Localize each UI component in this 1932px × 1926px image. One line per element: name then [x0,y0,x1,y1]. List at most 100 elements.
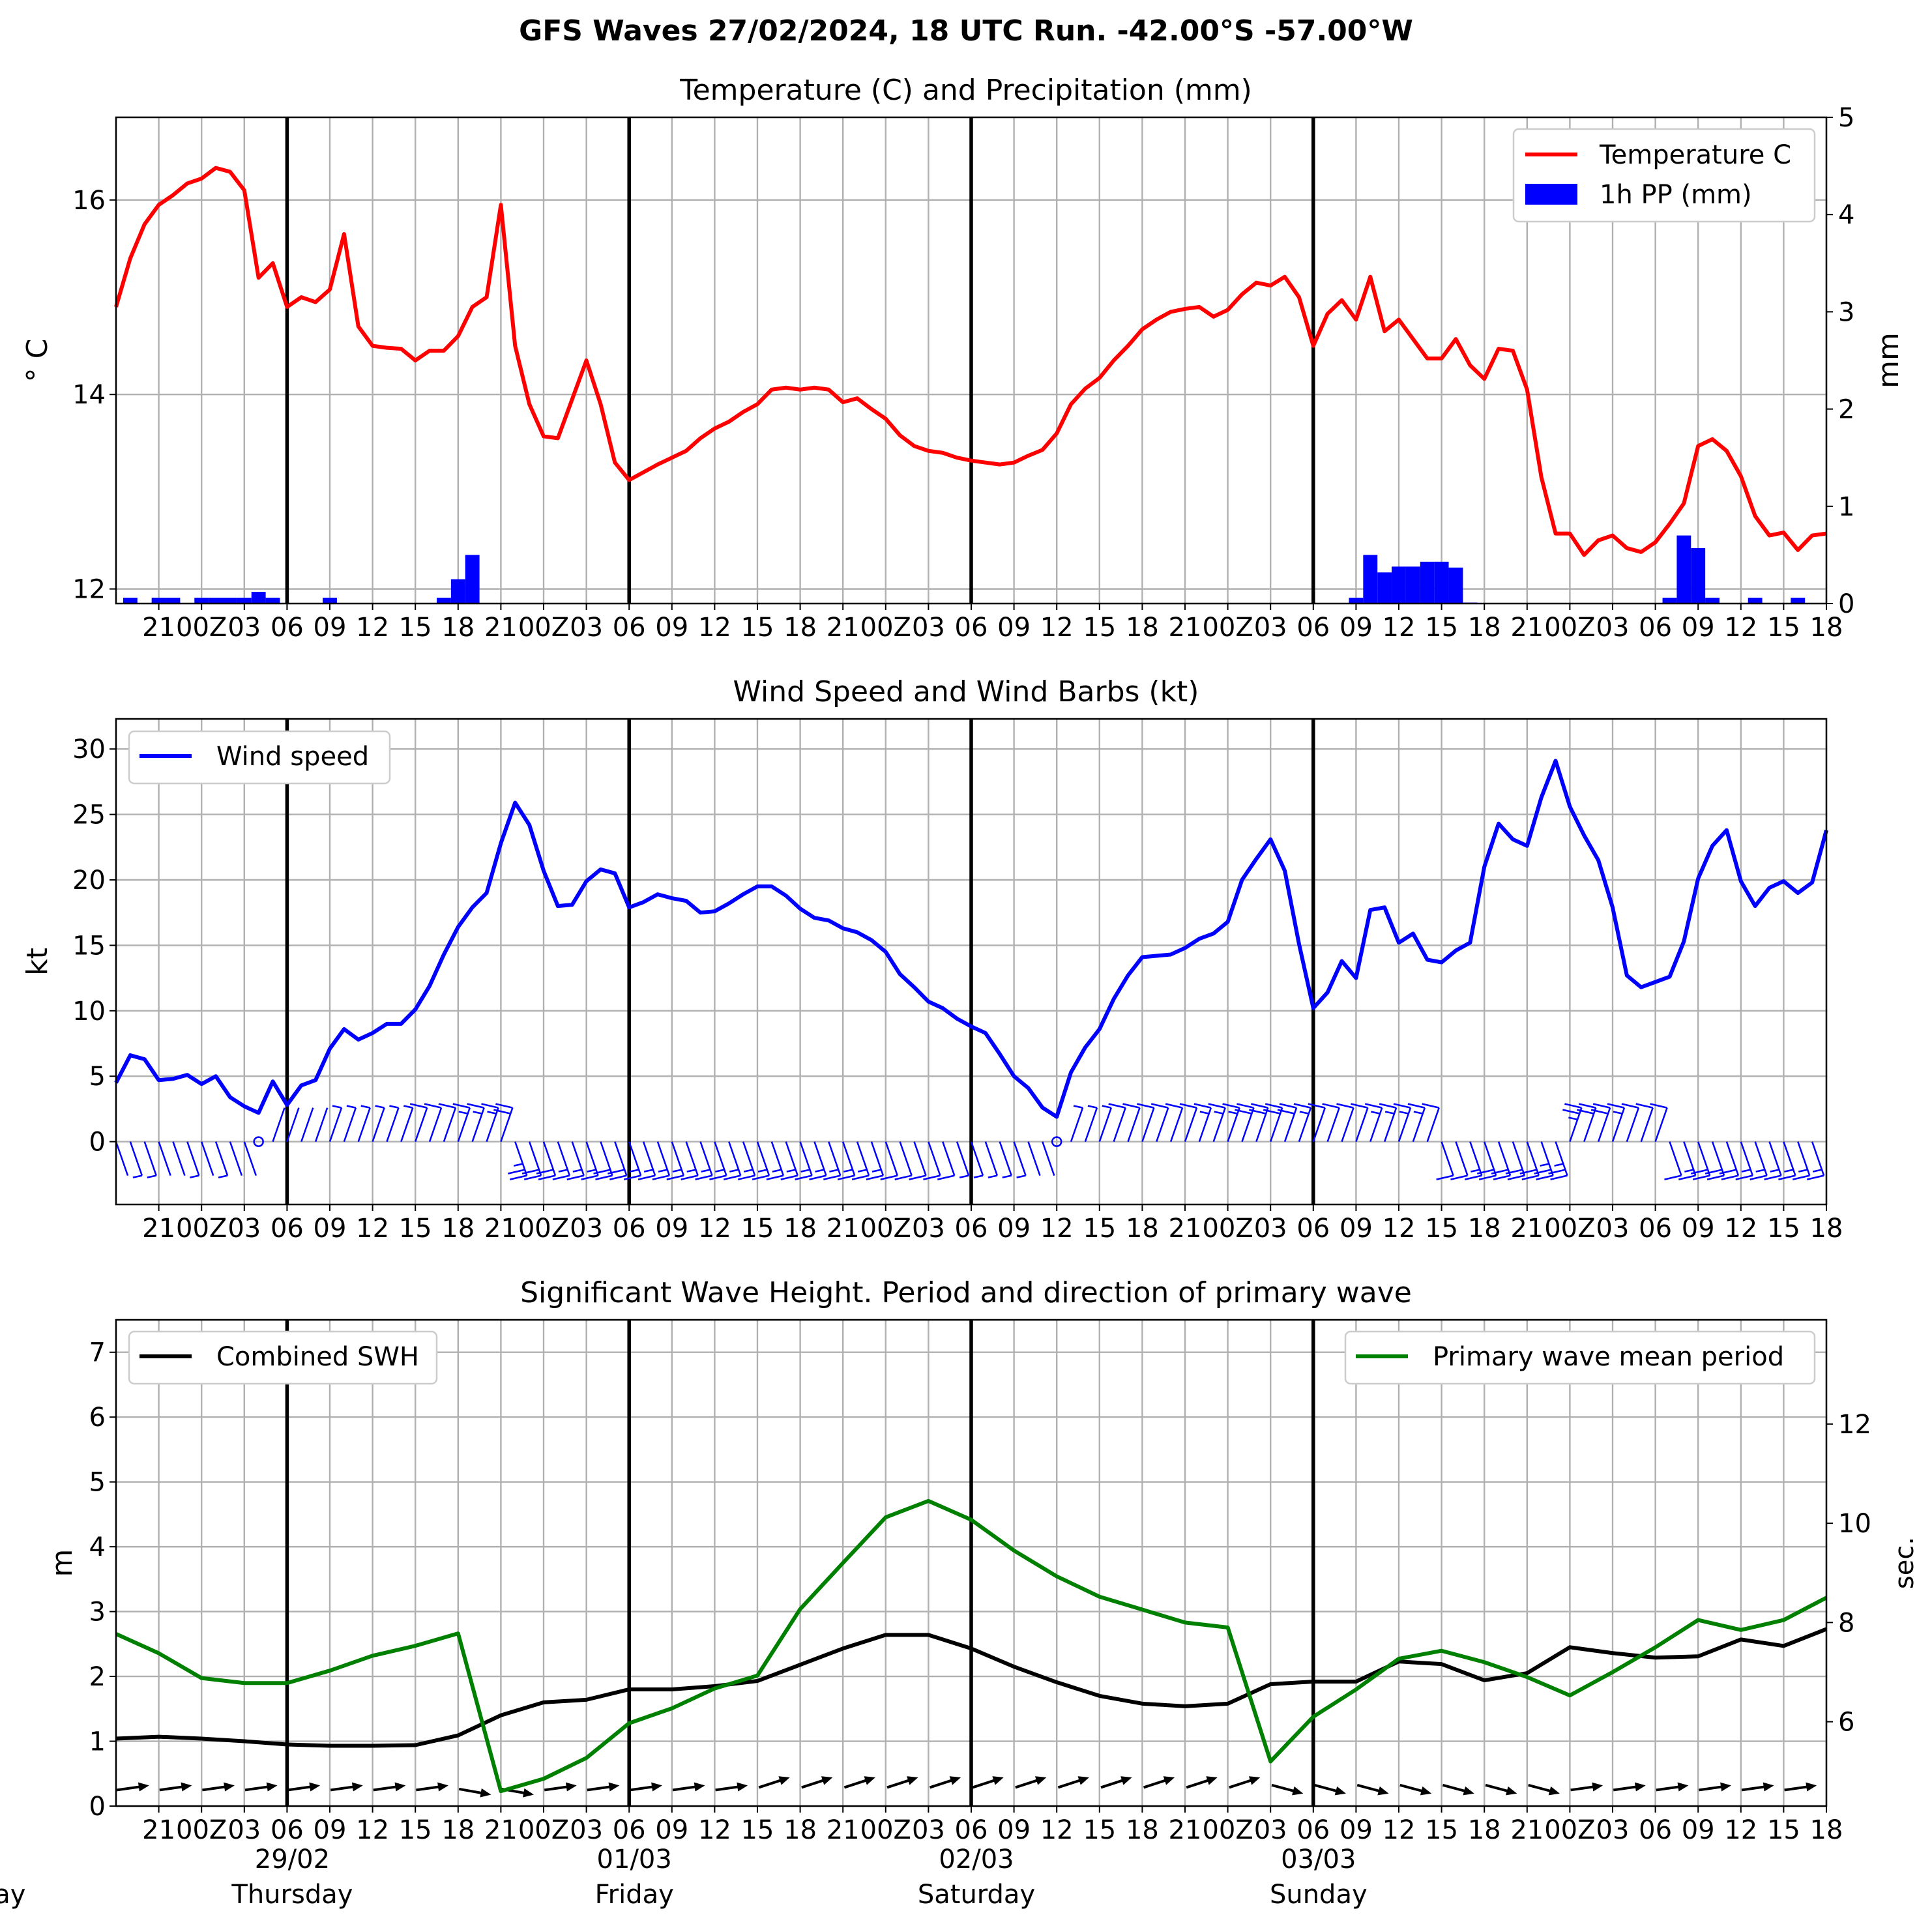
x-tick-label: 15 [1083,1214,1116,1244]
y-tick-label: 16 [72,186,106,216]
x-tick-label: 09 [997,613,1031,643]
wind-barb-staff [1141,1107,1155,1143]
wave-arrow-head [309,1782,321,1792]
wind-barb-staff [1654,1107,1668,1143]
y-right-tick-label: 4 [1838,200,1854,230]
x-tick-label: 00Z [860,613,911,643]
wind-barb-feather [1578,1103,1596,1109]
wind-barb-half-feather [729,1169,739,1173]
precipitation-bar [450,579,465,604]
wave-direction-arrow [1656,1782,1689,1792]
wave-arrow-head [224,1782,235,1792]
x-tick-label: 15 [1083,1815,1116,1845]
wind-barb-feather [1165,1103,1183,1109]
wind-barb-feather [1407,1103,1426,1109]
wind-barb-feather [1450,1175,1468,1180]
x-tick-label: 21 [142,613,175,643]
wave-arrow-head [1463,1786,1474,1796]
precipitation-bar [209,598,223,604]
x-tick-label: 18 [441,1214,475,1244]
x-tick-label: 00Z [860,1214,911,1244]
temperature-line [114,166,1827,557]
x-tick-label: 03 [1254,1815,1287,1845]
day-weekday-label: Friday [595,1880,674,1910]
wave-direction-arrow [1271,1783,1304,1796]
y-tick-label: 4 [89,1532,106,1562]
wind-barb-staff [1042,1141,1055,1176]
x-tick-label: 06 [955,1214,988,1244]
x-tick-label: 00Z [518,613,569,643]
x-tick-label: 06 [1296,1815,1330,1845]
x-tick-label: 03 [1596,1815,1630,1845]
wave-arrow-shaft [1015,1778,1040,1789]
wave-arrow-head [394,1782,406,1792]
wave-arrow-head [907,1776,918,1785]
swh-line [115,1627,1828,1748]
wind-barb-staff [286,1107,300,1143]
wind-barb-feather [1621,1103,1639,1109]
wind-barb-staff [885,1141,898,1176]
wave-arrow-head [480,1788,491,1798]
y-axis-label: kt [21,948,54,976]
wave-direction-arrow [1314,1783,1346,1796]
x-tick-label: 00Z [176,1815,227,1845]
wave-arrow-head [1120,1776,1132,1785]
wind-barb-feather [637,1175,656,1180]
wind-barb-feather [1137,1103,1154,1109]
x-tick-label: 09 [1339,613,1373,643]
day-date-label: 02/03 [939,1845,1014,1875]
wind-barb-half-feather [658,1169,668,1173]
wind-barb-staff [1127,1107,1141,1143]
wind-barb-staff [1027,1141,1041,1176]
wind-barb-staff [314,1107,329,1143]
wind-barb-half-feather [1812,1169,1822,1173]
wave-arrow-head [737,1782,748,1792]
wind-barb-feather [894,1175,912,1180]
wave-direction-arrow [801,1776,833,1789]
wave-arrow-shaft [1100,1778,1125,1789]
y-tick-label: 0 [89,1128,106,1158]
y-tick-label: 15 [72,931,106,961]
grid [116,719,1828,1204]
wind-barb-feather [1792,1175,1810,1180]
wave-direction-arrow [1442,1783,1474,1796]
precipitation-bar [1662,598,1677,604]
wind-barb-feather [1249,1109,1266,1115]
x-tick-label: 03 [227,1214,261,1244]
wind-barb-feather [509,1175,527,1180]
legend-label-temperature: Temperature C [1599,140,1791,170]
wind-barb-feather [1536,1175,1553,1180]
wave-arrow-shaft [1356,1783,1382,1793]
legend-period: Primary wave mean period [1344,1330,1816,1385]
wind-barb-half-feather [389,1105,399,1109]
x-tick-label: 15 [741,1214,774,1244]
wind-barb-half-feather [1471,1169,1480,1173]
x-tick-label: 03 [570,1815,603,1845]
x-tick-label: 15 [741,613,774,643]
wind-barb-feather [823,1175,841,1180]
wind-barb-half-feather [218,1175,228,1178]
wind-barb-feather [1692,1175,1710,1180]
wave-arrow-head [437,1782,448,1792]
wind-barb-half-feather [1413,1111,1424,1115]
wind-barb-half-feather [701,1169,710,1173]
precipitation-bar [1434,561,1449,604]
precipitation-bar [1676,535,1691,604]
wind-barb-feather [1806,1175,1824,1180]
wind-speed-line [114,759,1828,1119]
x-tick-label: 12 [1040,1815,1074,1845]
y-right-tick-label: 2 [1838,395,1854,425]
wind-barb-half-feather [1798,1169,1808,1173]
wave-direction-arrow [1784,1782,1817,1792]
wind-barb-feather [1251,1103,1268,1109]
wind-barb-half-feather [672,1169,682,1173]
x-tick-label: 18 [1810,613,1843,643]
wind-barb-feather [581,1175,598,1180]
wind-barb-half-feather [786,1169,796,1173]
wave-direction-arrow [1741,1782,1774,1792]
x-tick-label: 18 [441,613,475,643]
wind-barb-feather [809,1175,827,1180]
wind-barb-staff [1113,1107,1126,1143]
precipitation-bar [1705,598,1720,604]
